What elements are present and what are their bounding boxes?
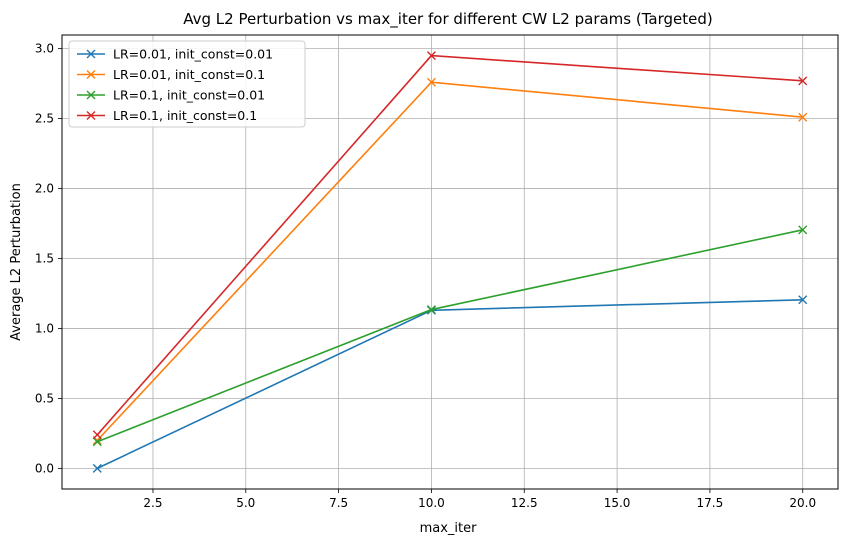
- plot-frame: [61, 34, 839, 490]
- y-tick-label: 3.0: [35, 42, 54, 56]
- y-tick-label: 1.5: [35, 252, 54, 266]
- legend-label: LR=0.01, init_const=0.01: [113, 47, 273, 62]
- series-line-1: [96, 298, 803, 470]
- data-point-marker: [798, 76, 808, 86]
- y-tick-label: 1.0: [35, 321, 54, 335]
- x-tick-label: 15.0: [604, 496, 631, 510]
- legend-marker: [86, 70, 96, 79]
- x-tick-label: 10.0: [418, 496, 445, 510]
- legend-label: LR=0.01, init_const=0.1: [113, 67, 265, 82]
- y-tick-label: 2.0: [35, 182, 54, 196]
- y-tick-label: 2.5: [35, 112, 54, 126]
- x-tick-label: 17.5: [697, 496, 724, 510]
- legend-label: LR=0.1, init_const=0.1: [113, 108, 257, 123]
- x-tick-label: 5.0: [236, 496, 255, 510]
- y-axis-label: Average L2 Perturbation: [9, 183, 24, 341]
- legend-marker: [86, 111, 96, 120]
- series-line-3: [96, 229, 803, 443]
- chart-title: Avg L2 Perturbation vs max_iter for diff…: [183, 10, 712, 29]
- y-tick-label: 0.0: [35, 461, 54, 475]
- data-point-marker: [426, 77, 436, 87]
- y-tick-label: 0.5: [35, 391, 54, 405]
- legend-box: [68, 40, 306, 128]
- legend-marker: [86, 90, 96, 100]
- data-point-marker: [798, 225, 808, 235]
- data-point-marker: [426, 305, 436, 315]
- x-tick-label: 7.5: [329, 496, 348, 510]
- data-point-marker: [92, 463, 102, 473]
- ticks: 2.5 5.0 7.5 10.0 12.5 15.0 17.5 20.0 0.0 0.5 1.0 1.…: [35, 42, 816, 510]
- legend-label: LR=0.1, init_const=0.01: [113, 88, 265, 103]
- x-tick-label: 2.5: [143, 496, 162, 510]
- x-axis-label: max_iter: [420, 521, 478, 536]
- data-point-marker: [92, 430, 102, 440]
- x-tick-label: 20.0: [789, 496, 816, 510]
- data-point-marker: [92, 437, 102, 447]
- data-point-marker: [798, 295, 808, 305]
- legend-marker: [86, 49, 96, 59]
- data-point-marker: [426, 51, 436, 61]
- series-layer: [92, 51, 808, 473]
- series-line-2: [96, 81, 803, 441]
- x-tick-label: 12.5: [511, 496, 538, 510]
- legend: LR=0.01, init_const=0.01 LR=0.01, init_co…: [68, 40, 306, 128]
- data-point-marker: [798, 112, 808, 122]
